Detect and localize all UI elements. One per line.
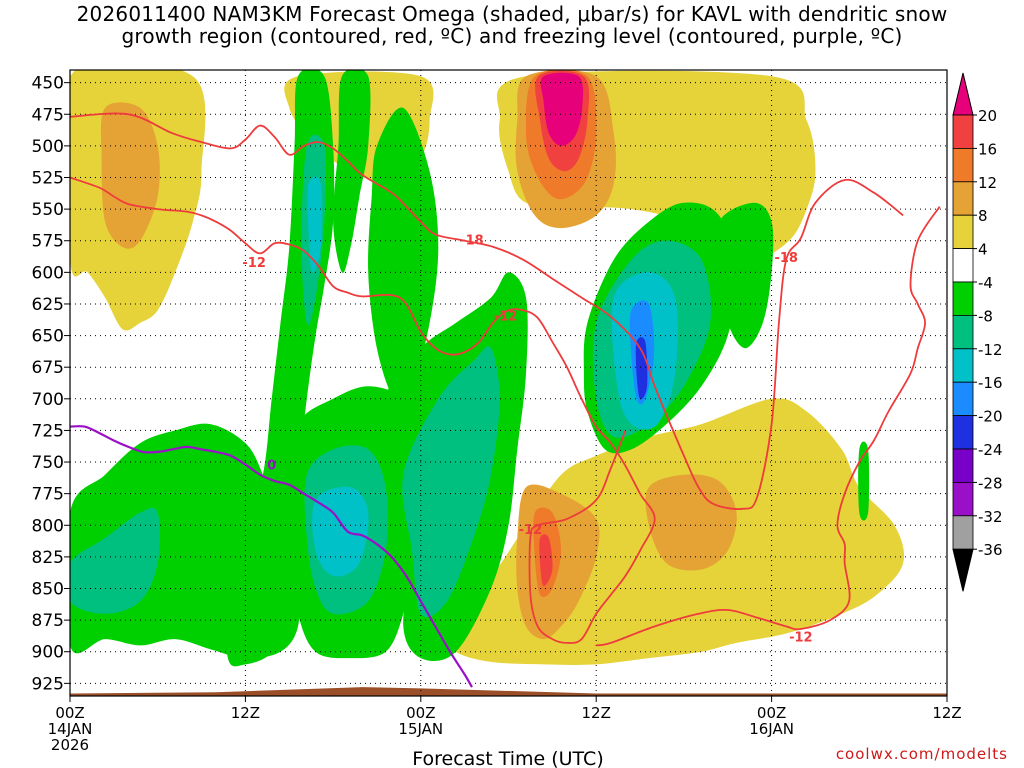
y-tick-label-500: 500: [32, 137, 64, 157]
y-tick-label-725: 725: [32, 421, 64, 441]
gridlines: [69, 70, 948, 696]
y-tick-label-450: 450: [32, 74, 64, 94]
y-tick-label-525: 525: [32, 168, 64, 188]
terrain-ground: [70, 687, 947, 696]
colorbar: 20 16 12 8 4 -4 -8 -12 -16 -20 -24 -28 -32 -36: [952, 72, 1003, 592]
chart-title-line-1: 2026011400 NAM3KM Forecast Omega (shaded…: [76, 2, 948, 26]
colorbar-swatch-neg20_neg16: [952, 381, 974, 417]
colorbar-swatch-neg4_4: [952, 248, 974, 283]
dendritic-contour-lower_path_-12: [70, 176, 656, 644]
colorbar-label-8: 8: [978, 207, 988, 225]
omega-region-above_20-15: [540, 72, 584, 146]
omega-region-8_12-7: [100, 102, 160, 249]
dendritic-contour-right_path_-12: [596, 206, 941, 647]
colorbar-swatch-neg36_neg32: [952, 515, 974, 550]
x-tick-label-60-0: 12Z: [932, 704, 961, 722]
x-axis-label: Forecast Time (UTC): [412, 748, 603, 768]
y-tick-label-850: 850: [32, 580, 64, 600]
contour-label-3: -12: [519, 523, 543, 538]
contour-label-1: -18: [460, 233, 484, 248]
colorbar-label-16: 16: [978, 140, 997, 158]
contour-label-5: -12: [789, 631, 813, 646]
freezing-level-contour: [70, 425, 473, 688]
colorbar-swatch-neg24_neg20: [952, 415, 974, 450]
x-tick-label-0-0: 00Z: [55, 704, 84, 722]
x-tick-label-36-0: 12Z: [582, 704, 611, 722]
omega-region-8_12-6: [645, 474, 737, 571]
colorbar-swatch-16_20: [952, 114, 974, 149]
omega-region-neg8_neg4-17: [333, 70, 371, 273]
colorbar-swatch-neg12_neg8: [952, 314, 974, 350]
colorbar-swatch-neg28_neg24: [952, 448, 974, 483]
y-tick-label-900: 900: [32, 643, 64, 663]
plot-frame: [69, 69, 948, 697]
colorbar-swatch-4_8: [952, 214, 974, 249]
colorbar-top-arrow: [952, 72, 974, 116]
omega-region-neg12_neg8-32: [402, 346, 500, 618]
colorbar-label--16: -16: [978, 374, 1003, 392]
omega-region-neg16_neg12-36: [307, 176, 323, 273]
x-tick-label-48-0: 00Z: [757, 704, 786, 722]
y-tick-label-550: 550: [32, 200, 64, 220]
colorbar-label-12: 12: [978, 174, 997, 192]
y-tick-label-800: 800: [32, 516, 64, 536]
y-tick-label-475: 475: [32, 105, 64, 125]
y-tick-label-925: 925: [32, 674, 64, 694]
x-tick-label-0-1: 14JAN: [48, 720, 93, 738]
omega-region-neg12_neg8-30: [70, 507, 160, 614]
colorbar-label--20: -20: [978, 408, 1003, 426]
y-tick-label-575: 575: [32, 232, 64, 252]
colorbar-swatch-neg16_neg12: [952, 348, 974, 383]
y-tick-label-625: 625: [32, 295, 64, 315]
y-tick-label-650: 650: [32, 327, 64, 347]
x-tick-label-0-2: 2026: [51, 736, 89, 754]
y-tick-label-750: 750: [32, 453, 64, 473]
freezing-level-label: 0: [267, 459, 276, 474]
colorbar-swatch-12_16: [952, 147, 974, 183]
omega-region-neg8_neg4-28: [858, 441, 870, 521]
y-tick-label-875: 875: [32, 611, 64, 631]
contour-label-0: -12: [242, 256, 266, 271]
colorbar-label--4: -4: [978, 274, 993, 292]
colorbar-label--32: -32: [978, 508, 1003, 526]
y-tick-label-775: 775: [32, 485, 64, 505]
dendritic-contour-upper_path_-18: [70, 112, 904, 510]
y-tick-label-825: 825: [32, 548, 64, 568]
x-tick-label-24-0: 00Z: [406, 704, 435, 722]
colorbar-swatch-8_12: [952, 181, 974, 216]
colorbar-bottom-arrow: [952, 548, 974, 592]
colorbar-swatch-neg32_neg28: [952, 481, 974, 517]
x-tick-label-24-1: 15JAN: [398, 720, 443, 738]
contour-layer: -12 -18 -12 -12 -18 -12 0: [70, 112, 941, 688]
colorbar-label-20: 20: [978, 107, 997, 125]
contour-label-2: -12: [494, 309, 518, 324]
colorbar-label--8: -8: [978, 307, 993, 325]
site-credit: coolwx.com/modelts: [835, 745, 1008, 763]
chart-title-line-2: growth region (contoured, red, ºC) and f…: [121, 24, 903, 48]
colorbar-label--12: -12: [978, 341, 1003, 359]
contour-label-4: -18: [774, 251, 798, 266]
omega-region-16_20-14: [539, 534, 553, 587]
colorbar-label--24: -24: [978, 441, 1003, 459]
omega-shading-layer: [70, 70, 905, 667]
x-tick-label-12-0: 12Z: [231, 704, 260, 722]
terrain-layer: [70, 687, 947, 696]
colorbar-swatch-neg8_neg4: [952, 281, 974, 316]
omega-region-neg16_neg12-34: [312, 486, 369, 577]
omega-region-neg8_neg4-24: [716, 202, 774, 349]
colorbar-label--28: -28: [978, 474, 1003, 492]
colorbar-label-4: 4: [978, 241, 988, 259]
y-tick-label-675: 675: [32, 358, 64, 378]
x-tick-label-48-1: 16JAN: [749, 720, 794, 738]
omega-region-neg24_neg20-38: [635, 337, 648, 400]
colorbar-label--36: -36: [978, 541, 1003, 559]
y-axis: 450 475 500 525 550 575 600 625 650 675 700 725 750 7…: [32, 74, 70, 694]
y-tick-label-700: 700: [32, 390, 64, 410]
y-tick-label-600: 600: [32, 263, 64, 283]
